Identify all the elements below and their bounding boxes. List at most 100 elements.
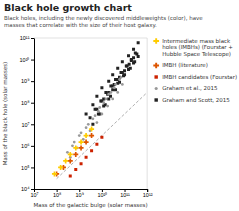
y-tick-mark bbox=[31, 103, 34, 104]
legend: Intermediate mass blackholes (IMBHs) (Fo… bbox=[153, 38, 237, 103]
y-tick: 10⁹ bbox=[21, 78, 34, 84]
point bbox=[107, 97, 110, 100]
legend-label-line: Intermediate mass black bbox=[162, 38, 231, 44]
legend-label-line: IMBH candidates (Fourstar) bbox=[162, 74, 237, 80]
y-tick-mark bbox=[31, 189, 34, 190]
point bbox=[134, 52, 137, 55]
point bbox=[82, 138, 85, 141]
x-axis-line bbox=[35, 190, 148, 193]
y-tick: 10¹¹ bbox=[20, 35, 34, 41]
point bbox=[79, 145, 84, 150]
legend-marker bbox=[153, 38, 159, 44]
legend-label-line: IMBH (literature) bbox=[162, 62, 208, 68]
legend-item: Intermediate mass blackholes (IMBHs) (Fo… bbox=[153, 38, 233, 58]
y-tick-label: 10¹⁰ bbox=[20, 57, 30, 63]
x-tick-label: 10¹⁰ bbox=[97, 192, 107, 198]
point bbox=[66, 151, 69, 154]
point bbox=[79, 140, 84, 145]
y-tick: 10⁶ bbox=[21, 143, 34, 149]
point bbox=[123, 73, 126, 76]
point bbox=[129, 67, 132, 70]
point bbox=[80, 131, 83, 134]
point bbox=[89, 116, 92, 119]
point bbox=[85, 112, 88, 115]
point bbox=[95, 95, 98, 98]
y-tick-label: 10⁵ bbox=[21, 165, 29, 171]
point bbox=[74, 168, 77, 171]
point bbox=[98, 106, 101, 109]
y-tick-mark bbox=[31, 81, 34, 82]
legend-marker bbox=[153, 63, 159, 69]
point bbox=[95, 143, 98, 146]
legend-label-line: Hubble Space Telescope) bbox=[162, 51, 231, 58]
x-axis: 10⁷ 10⁸ 10⁹ 10¹⁰ 10¹¹ 10¹² bbox=[30, 189, 152, 198]
x-tick: 10⁸ bbox=[53, 189, 61, 198]
point bbox=[121, 60, 124, 63]
y-tick: 10⁵ bbox=[21, 165, 34, 171]
plot-area bbox=[52, 41, 147, 178]
point bbox=[101, 113, 104, 116]
series bbox=[52, 127, 94, 177]
series bbox=[66, 76, 124, 159]
point bbox=[100, 86, 103, 89]
point bbox=[84, 133, 89, 138]
point bbox=[118, 78, 121, 81]
subtitle-line: masses that correlate with the size of t… bbox=[4, 22, 157, 29]
point bbox=[132, 48, 135, 51]
x-tick-label: 10⁹ bbox=[76, 192, 84, 198]
legend-marker bbox=[154, 75, 157, 78]
point bbox=[91, 123, 94, 126]
series bbox=[85, 41, 140, 126]
point bbox=[110, 91, 113, 94]
x-tick-label: 10⁷ bbox=[30, 192, 38, 198]
y-tick-label: 10⁸ bbox=[21, 100, 29, 106]
x-tick: 10¹⁰ bbox=[97, 189, 107, 198]
y-tick-label: 10⁴ bbox=[21, 186, 30, 192]
point bbox=[107, 93, 110, 96]
point bbox=[89, 127, 94, 132]
legend-marker bbox=[155, 87, 158, 90]
point bbox=[121, 83, 124, 86]
legend-label: IMBH candidates (Fourstar) bbox=[162, 74, 237, 80]
point bbox=[73, 145, 78, 150]
y-tick-mark bbox=[31, 146, 34, 147]
point bbox=[52, 171, 57, 176]
x-tick-label: 10¹² bbox=[143, 192, 153, 198]
x-tick: 10¹² bbox=[143, 189, 153, 198]
plot-frame bbox=[34, 38, 147, 39]
x-tick: 10⁹ bbox=[76, 189, 84, 198]
point bbox=[80, 162, 83, 165]
point bbox=[105, 98, 108, 101]
point bbox=[87, 123, 90, 126]
subtitle: Black holes, including the newly discove… bbox=[4, 15, 203, 29]
point bbox=[102, 101, 105, 104]
point bbox=[85, 156, 88, 159]
point bbox=[63, 158, 68, 163]
legend-label-line: Graham and Scott, 2015 bbox=[162, 97, 230, 103]
point bbox=[73, 152, 78, 157]
y-tick-mark bbox=[31, 124, 34, 125]
y-tick-mark bbox=[31, 167, 34, 168]
point bbox=[90, 149, 93, 152]
point bbox=[111, 98, 114, 101]
plot-frame bbox=[147, 38, 148, 189]
legend-label-line: holes (IMBHs) (Fourstar + bbox=[162, 44, 233, 50]
x-tick-label: 10⁸ bbox=[53, 192, 61, 198]
x-tick: 10¹¹ bbox=[120, 189, 130, 198]
point bbox=[85, 126, 88, 129]
y-axis-title: Mass of the black hole (solar masses) bbox=[2, 62, 8, 165]
point bbox=[106, 105, 109, 108]
point bbox=[73, 141, 76, 144]
chart: Black hole growth chartBlack holes, incl… bbox=[0, 0, 239, 211]
point bbox=[114, 83, 117, 86]
trend-line bbox=[57, 92, 148, 178]
legend-label: Graham et al., 2015 bbox=[162, 85, 218, 91]
point bbox=[71, 144, 74, 147]
point bbox=[132, 56, 135, 59]
point bbox=[94, 114, 97, 117]
y-tick-label: 10⁶ bbox=[21, 143, 29, 149]
point bbox=[125, 65, 128, 68]
point bbox=[107, 80, 110, 83]
point bbox=[116, 67, 119, 70]
point bbox=[68, 158, 73, 163]
